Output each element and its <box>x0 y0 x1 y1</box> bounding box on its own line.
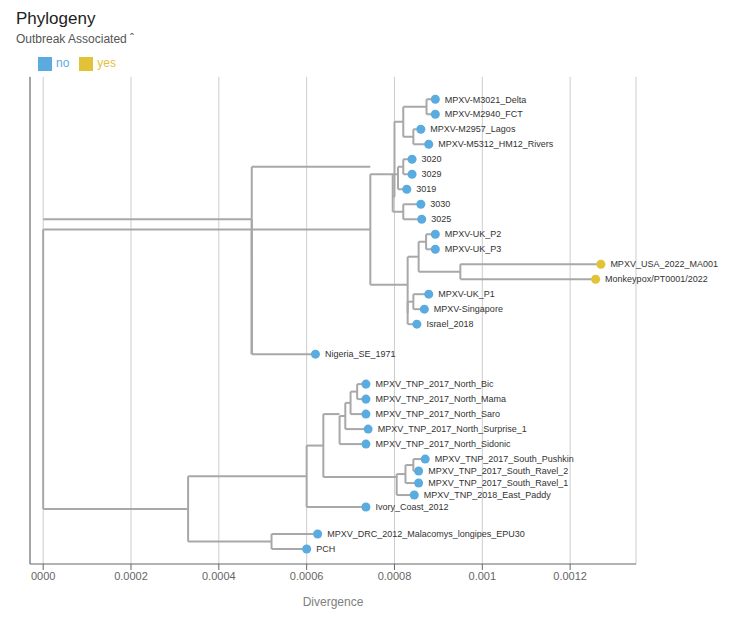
svg-text:0000: 0000 <box>31 570 55 582</box>
svg-text:3020: 3020 <box>422 154 442 164</box>
svg-text:MPXV-M5312_HM12_Rivers: MPXV-M5312_HM12_Rivers <box>438 139 554 149</box>
svg-text:MPXV-M2940_FCT: MPXV-M2940_FCT <box>445 109 524 119</box>
svg-text:MPXV_TNP_2017_North_Sidonic: MPXV_TNP_2017_North_Sidonic <box>375 439 511 449</box>
svg-text:MPXV-UK_P1: MPXV-UK_P1 <box>438 289 495 299</box>
svg-text:3025: 3025 <box>431 214 451 224</box>
svg-text:0.0004: 0.0004 <box>202 570 236 582</box>
svg-text:MPXV_TNP_2017_North_Surprise_1: MPXV_TNP_2017_North_Surprise_1 <box>378 424 527 434</box>
svg-text:0.0008: 0.0008 <box>378 570 412 582</box>
svg-text:Divergence: Divergence <box>303 595 364 609</box>
html-text:yes: yes <box>97 56 116 70</box>
svg-text:MPXV_DRC_2012_Malacomys_longip: MPXV_DRC_2012_Malacomys_longipes_EPU30 <box>327 529 525 539</box>
svg-text:PCH: PCH <box>316 544 335 554</box>
svg-text:MPXV-M2957_Lagos: MPXV-M2957_Lagos <box>430 124 516 134</box>
html-text:Phylogeny: Phylogeny <box>16 9 96 28</box>
svg-text:MPXV_TNP_2017_North_Mama: MPXV_TNP_2017_North_Mama <box>375 394 506 404</box>
html-text:no: no <box>56 56 70 70</box>
svg-text:MPXV-UK_P2: MPXV-UK_P2 <box>445 229 502 239</box>
svg-text:MPXV_USA_2022_MA001: MPXV_USA_2022_MA001 <box>610 259 718 269</box>
svg-text:3019: 3019 <box>416 184 436 194</box>
svg-text:MPXV_TNP_2017_South_Ravel_2: MPXV_TNP_2017_South_Ravel_2 <box>428 466 568 476</box>
svg-text:MPXV-Singapore: MPXV-Singapore <box>434 304 503 314</box>
svg-text:Monkeypox/PT0001/2022: Monkeypox/PT0001/2022 <box>605 274 708 284</box>
svg-text:0.0012: 0.0012 <box>553 570 587 582</box>
html-text:Outbreak Associated ˆ: Outbreak Associated ˆ <box>16 32 135 46</box>
svg-text:0.001: 0.001 <box>469 570 497 582</box>
svg-text:Nigeria_SE_1971: Nigeria_SE_1971 <box>325 349 396 359</box>
svg-text:Israel_2018: Israel_2018 <box>426 319 473 329</box>
svg-text:MPXV_TNP_2017_North_Bic: MPXV_TNP_2017_North_Bic <box>375 379 494 389</box>
svg-text:3029: 3029 <box>422 169 442 179</box>
svg-text:MPXV_TNP_2018_East_Paddy: MPXV_TNP_2018_East_Paddy <box>424 490 552 500</box>
svg-text:3030: 3030 <box>430 199 450 209</box>
svg-text:MPXV_TNP_2017_North_Saro: MPXV_TNP_2017_North_Saro <box>375 409 500 419</box>
svg-text:0.0002: 0.0002 <box>114 570 148 582</box>
svg-text:MPXV-UK_P3: MPXV-UK_P3 <box>445 244 502 254</box>
svg-text:MPXV_TNP_2017_South_Pushkin: MPXV_TNP_2017_South_Pushkin <box>435 454 574 464</box>
svg-text:MPXV_TNP_2017_South_Ravel_1: MPXV_TNP_2017_South_Ravel_1 <box>428 478 568 488</box>
svg-text:MPXV-M3021_Delta: MPXV-M3021_Delta <box>445 95 527 105</box>
svg-text:0.0006: 0.0006 <box>290 570 324 582</box>
svg-text:Ivory_Coast_2012: Ivory_Coast_2012 <box>375 502 448 512</box>
